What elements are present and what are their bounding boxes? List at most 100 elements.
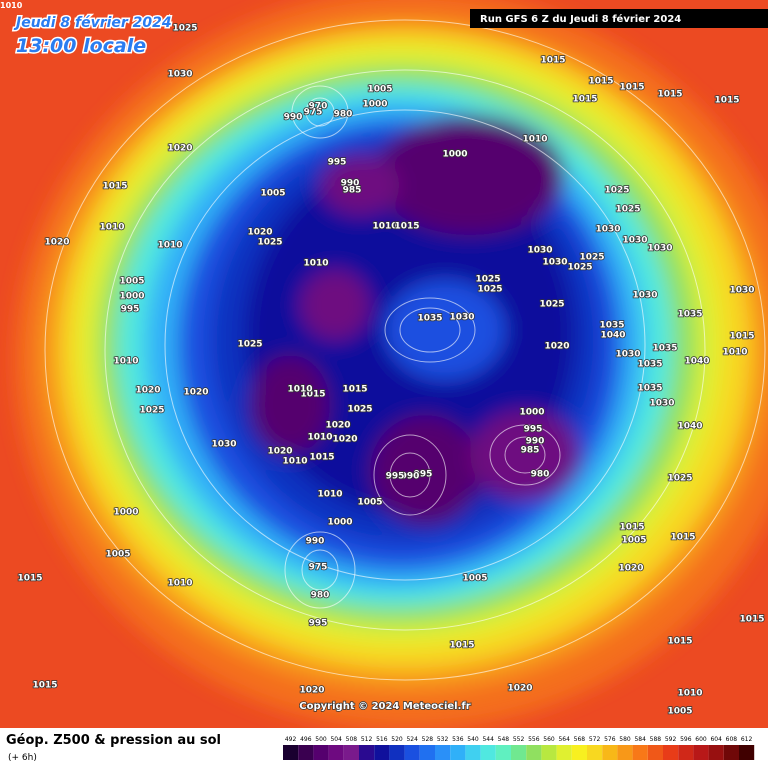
scale-swatch bbox=[328, 745, 344, 760]
isobar-label: 990 bbox=[306, 537, 325, 547]
scale-swatch bbox=[298, 745, 314, 760]
isobar-label: 1015 bbox=[619, 523, 644, 533]
isobar-label: 1025 bbox=[139, 406, 164, 416]
scale-label: 552 bbox=[513, 736, 525, 743]
scale-label: 588 bbox=[650, 736, 662, 743]
isobar-label: 990 bbox=[401, 472, 420, 482]
scale-label: 584 bbox=[634, 736, 646, 743]
isobar-label: 1025 bbox=[477, 285, 502, 295]
map-field bbox=[0, 0, 768, 730]
isobar-label: 1030 bbox=[729, 286, 754, 296]
isobar-label: 1025 bbox=[579, 253, 604, 263]
scale-label: 492 bbox=[285, 736, 297, 743]
isobar-label: 1035 bbox=[677, 310, 702, 320]
scale-label: 612 bbox=[741, 736, 753, 743]
isobar-label: 1030 bbox=[622, 236, 647, 246]
isobar-label: 1010 bbox=[99, 223, 124, 233]
isobar-label: 1025 bbox=[615, 205, 640, 215]
scale-label: 540 bbox=[467, 736, 479, 743]
isobar-label: 1015 bbox=[300, 390, 325, 400]
scale-swatch bbox=[419, 745, 435, 760]
isobar-label: 995 bbox=[309, 619, 328, 629]
isobar-label: 975 bbox=[304, 108, 323, 118]
scale-swatch bbox=[404, 745, 420, 760]
isobar-label: 1030 bbox=[449, 313, 474, 323]
scale-label: 596 bbox=[680, 736, 692, 743]
isobar-label: 980 bbox=[311, 591, 330, 601]
isobar-label: 1010 bbox=[303, 259, 328, 269]
isobar-label: 1025 bbox=[667, 474, 692, 484]
scale-label: 608 bbox=[726, 736, 738, 743]
scale-label: 556 bbox=[528, 736, 540, 743]
scale-swatch bbox=[587, 745, 603, 760]
isobar-label: 1015 bbox=[588, 77, 613, 87]
isobar-label: 1010 bbox=[157, 241, 182, 251]
scale-label: 580 bbox=[619, 736, 631, 743]
isobar-label: 975 bbox=[309, 563, 328, 573]
isobar-label: 1015 bbox=[540, 56, 565, 66]
scale-label: 524 bbox=[406, 736, 418, 743]
isobar-label: 1025 bbox=[567, 263, 592, 273]
isobar-label: 1010 bbox=[372, 222, 397, 232]
scale-label: 504 bbox=[330, 736, 342, 743]
isobar-label: 1035 bbox=[652, 344, 677, 354]
isobar-label: 995 bbox=[386, 472, 405, 482]
isobar-label: 1015 bbox=[17, 574, 42, 584]
isobar-label: 1020 bbox=[135, 386, 160, 396]
scale-swatch bbox=[647, 745, 663, 760]
isobar-label: 1010 bbox=[677, 689, 702, 699]
date: Jeudi 8 février 2024 bbox=[13, 15, 172, 31]
isobar-label: 1035 bbox=[417, 314, 442, 324]
isobar-label: 1015 bbox=[102, 182, 127, 192]
isobar-label: 1020 bbox=[507, 684, 532, 694]
scale-label: 564 bbox=[558, 736, 570, 743]
isobar-label: 1020 bbox=[299, 686, 324, 696]
scale-label: 500 bbox=[315, 736, 327, 743]
isobar-label: 1030 bbox=[615, 350, 640, 360]
isobar-label: 1010 bbox=[282, 457, 307, 467]
scale-label: 544 bbox=[482, 736, 494, 743]
scale-label: 528 bbox=[422, 736, 434, 743]
isobar-label: 1000 bbox=[519, 408, 544, 418]
isobar-label: 1025 bbox=[604, 186, 629, 196]
isobar-label: 1040 bbox=[600, 331, 625, 341]
time: 13:00 locale bbox=[16, 35, 146, 57]
isobar-label: 1025 bbox=[475, 275, 500, 285]
isobar-label: 1005 bbox=[462, 574, 487, 584]
isobar-label: 1015 bbox=[739, 615, 764, 625]
scale-label: 576 bbox=[604, 736, 616, 743]
isobar-label: 1030 bbox=[527, 246, 552, 256]
scale-swatch bbox=[465, 745, 481, 760]
isobar-label: 1030 bbox=[647, 244, 672, 254]
scale-swatch bbox=[359, 745, 375, 760]
isobar-label: 1015 bbox=[309, 453, 334, 463]
scale-label: 568 bbox=[574, 736, 586, 743]
isobar-label: 1010 bbox=[307, 433, 332, 443]
isobar-label: 1010 bbox=[317, 490, 342, 500]
isobar-label: 1030 bbox=[595, 225, 620, 235]
isobar-label: 1020 bbox=[325, 421, 350, 431]
scale-label: 508 bbox=[346, 736, 358, 743]
isobar-label: 1035 bbox=[637, 360, 662, 370]
isobar-label: 1015 bbox=[714, 96, 739, 106]
isobar-label: 1000 bbox=[362, 100, 387, 110]
scale-swatch bbox=[632, 745, 648, 760]
scale-swatch bbox=[571, 745, 587, 760]
scale-label: 600 bbox=[695, 736, 707, 743]
isobar-label: 1005 bbox=[667, 707, 692, 717]
scale-swatch bbox=[283, 745, 299, 760]
isobar-label: 1010 bbox=[722, 348, 747, 358]
footer-title: Géop. Z500 & pression au sol bbox=[6, 733, 221, 748]
scale-swatch bbox=[663, 745, 679, 760]
isobar-label: 1030 bbox=[211, 440, 236, 450]
isobar-label: 1005 bbox=[119, 277, 144, 287]
isobar-label: 1005 bbox=[357, 498, 382, 508]
isobar-label: 1005 bbox=[367, 85, 392, 95]
isobar-label: 980 bbox=[334, 110, 353, 120]
scale-swatch bbox=[541, 745, 557, 760]
isobar-label: 990 bbox=[284, 113, 303, 123]
isobar-label: 1005 bbox=[260, 189, 285, 199]
isobar-label: 1030 bbox=[632, 291, 657, 301]
